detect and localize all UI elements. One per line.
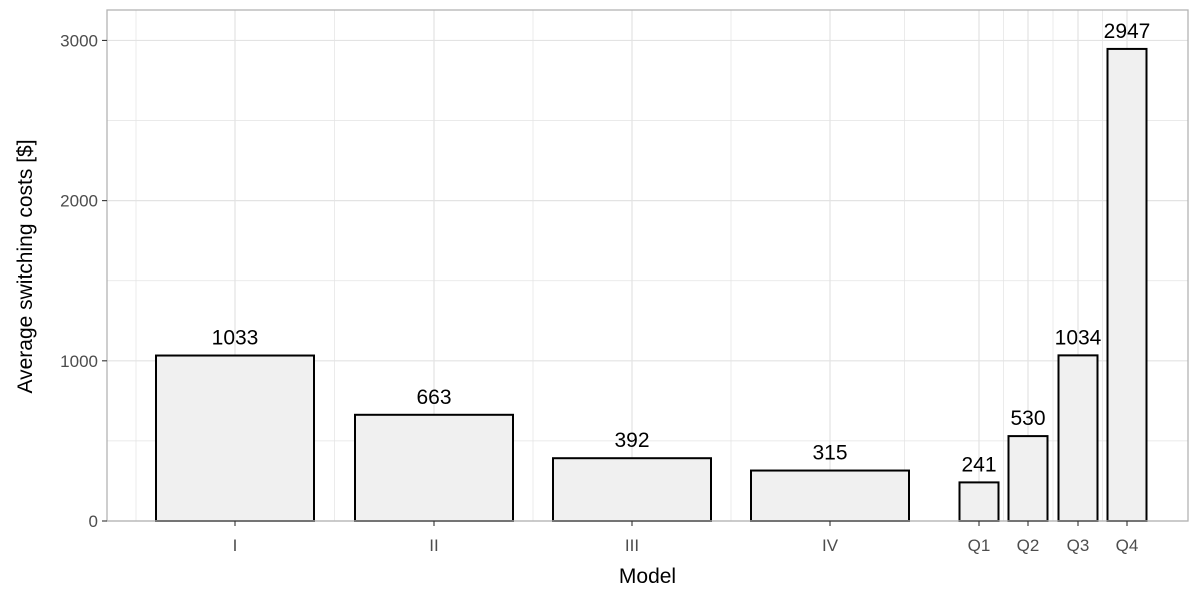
bar-value-label: 315: [812, 442, 847, 465]
y-axis-ticks: 0 1000 2000 3000: [60, 31, 107, 531]
bar-I: [155, 354, 315, 522]
x-tick-label: Q3: [1067, 536, 1090, 555]
bar-Q2: [1007, 435, 1049, 522]
bar-IV: [750, 469, 910, 522]
x-tick-label: III: [625, 536, 639, 555]
bar-value-label: 392: [614, 429, 649, 452]
y-tick-label: 2000: [60, 192, 98, 211]
bars: [155, 47, 1148, 523]
bar-Q3: [1057, 354, 1099, 522]
x-tick-label: Q1: [968, 536, 991, 555]
x-tick-label: Q2: [1017, 536, 1040, 555]
bar-III: [552, 457, 712, 522]
y-axis-title: Average switching costs [$]: [14, 139, 37, 393]
x-axis-title: Model: [619, 565, 676, 588]
bar-value-labels: 1033 663 392 315 241 530 1034 2947: [212, 20, 1151, 476]
y-tick-label: 1000: [60, 352, 98, 371]
x-axis-ticks: I II III IV Q1 Q2 Q3 Q4: [233, 521, 1139, 555]
x-tick-label: Q4: [1116, 536, 1139, 555]
bar-value-label: 2947: [1104, 20, 1151, 43]
bar-value-label: 530: [1010, 407, 1045, 430]
bar-value-label: 1034: [1055, 326, 1102, 349]
bar-value-label: 1033: [212, 327, 259, 350]
x-tick-label: IV: [822, 536, 839, 555]
plot-panel-border: [106, 9, 1189, 522]
bar-value-label: 663: [416, 386, 451, 409]
bar-II: [354, 413, 514, 522]
y-tick-label: 0: [89, 512, 98, 531]
bar-value-label: 241: [961, 453, 996, 476]
x-tick-label: I: [233, 536, 238, 555]
y-tick-label: 3000: [60, 31, 98, 50]
bar-Q1: [958, 481, 1000, 523]
bar-Q4: [1106, 47, 1148, 522]
x-tick-label: II: [429, 536, 438, 555]
